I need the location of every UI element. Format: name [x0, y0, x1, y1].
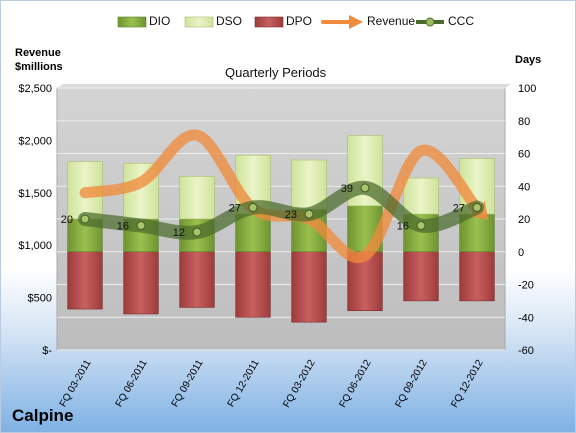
bar-dpo — [179, 251, 215, 308]
y-left-tick-label: $2,000 — [18, 135, 52, 147]
ccc-point — [472, 203, 482, 213]
legend-revenue-arrow — [349, 15, 363, 29]
legend-ccc: CCC — [448, 14, 474, 28]
legend-dio: DIO — [149, 14, 171, 28]
company-name: Calpine — [12, 406, 74, 425]
x-tick-label: FQ 12-2011 — [226, 358, 262, 409]
ccc-data-label: 20 — [61, 214, 73, 226]
ccc-point — [192, 227, 202, 237]
y-left-tick-label: $2,500 — [18, 83, 52, 95]
ccc-point — [136, 221, 146, 231]
x-tick-label: FQ 12-2012 — [449, 358, 485, 410]
legend-dso-swatch — [184, 16, 214, 28]
y-left-axis-title: Revenue $millions — [15, 47, 63, 73]
x-tick-label: FQ 06-2011 — [114, 358, 150, 409]
legend-dpo-swatch — [254, 16, 284, 28]
y-right-tick-label: -60 — [518, 345, 534, 357]
y-left-tick-label: $1,500 — [18, 188, 52, 200]
ccc-line — [78, 180, 484, 240]
bar-dso — [403, 177, 439, 215]
ccc-point — [80, 214, 90, 224]
legend-dso: DSO — [216, 14, 243, 28]
y-right-tick-label: 60 — [518, 149, 530, 161]
y-right-axis-title: Days — [515, 54, 542, 66]
legend-dio-swatch — [117, 16, 147, 28]
y-left-tick-label: $1,000 — [18, 240, 52, 252]
y-right-tick-label: 100 — [518, 83, 536, 95]
plot-top-wall — [57, 84, 511, 88]
ccc-point — [248, 203, 258, 213]
x-tick-label: FQ 03-2012 — [281, 358, 317, 410]
x-tick-label: FQ 09-2012 — [393, 358, 429, 410]
x-tick-label: FQ 03-2011 — [58, 358, 94, 409]
legend-revenue: Revenue — [367, 14, 416, 28]
ccc-point — [416, 221, 426, 231]
ccc-point — [360, 183, 370, 193]
bar-dpo — [123, 251, 159, 315]
ccc-point — [304, 209, 314, 219]
y-right-tick-label: 40 — [518, 181, 530, 193]
bar-dpo — [291, 251, 327, 323]
bar-dpo — [67, 251, 103, 310]
bar-dso — [179, 176, 215, 220]
bar-dpo — [235, 251, 271, 318]
y-right-tick-label: 20 — [518, 214, 530, 226]
ccc-data-label: 16 — [117, 221, 129, 233]
y-right-tick-label: -40 — [518, 312, 534, 324]
y-right-tick-label: -20 — [518, 280, 534, 292]
y-left-tick-label: $500 — [28, 293, 52, 305]
y-left-tick-label: $- — [42, 345, 52, 357]
y-right-tick-label: 0 — [518, 247, 524, 259]
plot-title: Quarterly Periods — [225, 65, 327, 80]
bar-dpo — [403, 251, 439, 302]
bar-dio — [235, 213, 271, 253]
ccc-data-label: 27 — [229, 203, 241, 215]
y-right-tick-label: 80 — [518, 116, 530, 128]
ccc-data-label: 12 — [173, 227, 185, 239]
legend-dpo: DPO — [286, 14, 313, 28]
bar-dpo — [459, 251, 495, 302]
ccc-data-label: 39 — [341, 183, 353, 195]
bar-dso — [291, 159, 327, 210]
ccc-data-label: 23 — [285, 209, 297, 221]
legend-ccc-marker — [425, 17, 435, 27]
x-tick-label: FQ 09-2011 — [170, 358, 206, 409]
ccc-data-label: 27 — [453, 203, 465, 215]
x-tick-label: FQ 06-2012 — [337, 358, 373, 410]
ccc-data-label: 16 — [397, 221, 409, 233]
